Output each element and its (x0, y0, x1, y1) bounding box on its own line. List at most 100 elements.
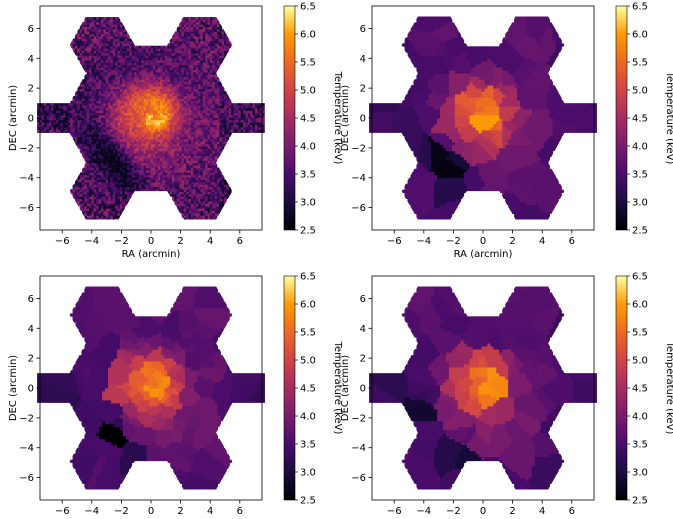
map-cells (369, 16, 597, 220)
colorbar-tick-label: 6.0 (300, 30, 316, 41)
y-tick-label: −2 (351, 413, 366, 424)
x-tick-label: 2 (177, 236, 183, 247)
y-tick-label: 6 (360, 294, 366, 305)
colorbar-tick-label: 4.5 (632, 384, 648, 395)
y-tick-label: 4 (360, 324, 366, 335)
x-tick-label: 6 (237, 236, 243, 247)
colorbar-tick-label: 4.5 (300, 384, 316, 395)
colorbar-tick-label: 5.5 (300, 58, 316, 69)
colorbar-tick-label: 6.5 (632, 2, 648, 13)
y-tick-label: 2 (28, 354, 34, 365)
colorbar-tick-label: 3.5 (632, 440, 648, 451)
colorbar-tick-label: 3.0 (632, 468, 648, 479)
colorbar-tick-label: 4.5 (632, 114, 648, 125)
y-tick-label: −2 (351, 143, 366, 154)
colorbar-tick-label: 2.5 (632, 496, 648, 507)
colorbar-tick-label: 6.5 (300, 2, 316, 13)
map-cells (369, 286, 597, 490)
colorbar-tick-label: 2.5 (300, 496, 316, 507)
y-tick-label: 2 (28, 84, 34, 95)
y-tick-label: −4 (19, 173, 34, 184)
x-tick-label: −6 (387, 236, 402, 247)
colorbar-label: Temperature (keV) (664, 341, 673, 435)
colorbar: 2.5 3.0 3.5 4.0 4.5 5.0 5.5 6.0 6.5 Temperature (… (615, 272, 673, 507)
x-tick-label: 6 (569, 236, 575, 247)
colorbar-tick-label: 4.0 (632, 412, 648, 423)
x-axis-label: RA (arcmin) (122, 249, 181, 260)
y-tick-label: 6 (28, 294, 34, 305)
colorbar-tick-label: 5.0 (632, 86, 648, 97)
x-tick-label: 2 (509, 236, 515, 247)
colorbar-tick-label: 2.5 (632, 226, 648, 237)
y-tick-label: −2 (19, 143, 34, 154)
colorbar-label: Temperature (keV) (332, 71, 343, 165)
colorbar-tick-label: 5.5 (300, 328, 316, 339)
colorbar-tick-label: 6.0 (632, 30, 648, 41)
y-axis-label: DEC (arcmin) (340, 355, 351, 421)
x-tick-label: 0 (148, 236, 154, 247)
y-tick-label: −6 (19, 473, 34, 484)
x-tick-label: 6 (237, 506, 243, 517)
x-axis-label: RA (arcmin) (454, 249, 513, 260)
y-tick-label: 0 (28, 114, 34, 125)
colorbar-label: Temperature (keV) (332, 341, 343, 435)
x-tick-label: 0 (480, 236, 486, 247)
y-tick-label: −4 (19, 443, 34, 454)
x-tick-label: 2 (509, 506, 515, 517)
y-tick-label: −6 (19, 203, 34, 214)
x-tick-label: −4 (84, 236, 99, 247)
x-tick-label: −2 (114, 236, 129, 247)
x-tick-label: 2 (177, 506, 183, 517)
colorbar: 2.5 3.0 3.5 4.0 4.5 5.0 5.5 6.0 6.5 Temperature (… (283, 2, 343, 237)
colorbar-tick-label: 6.5 (632, 272, 648, 283)
colorbar: 2.5 3.0 3.5 4.0 4.5 5.0 5.5 6.0 6.5 Temperature (… (615, 2, 673, 237)
y-tick-label: −6 (351, 473, 366, 484)
colorbar-tick-label: 4.0 (632, 142, 648, 153)
y-tick-label: 6 (360, 24, 366, 35)
colorbar-tick-label: 5.0 (632, 356, 648, 367)
colorbar-label: Temperature (keV) (664, 71, 673, 165)
x-tick-label: −6 (55, 506, 70, 517)
x-tick-label: 4 (539, 236, 545, 247)
colorbar-tick-label: 5.5 (632, 328, 648, 339)
y-axis-label: DEC (arcmin) (340, 85, 351, 151)
colorbar-tick-label: 2.5 (300, 226, 316, 237)
y-tick-label: 0 (360, 384, 366, 395)
y-tick-label: −2 (19, 413, 34, 424)
y-tick-label: 0 (28, 384, 34, 395)
y-tick-label: 2 (360, 84, 366, 95)
temperature-map-1: −6 −4 −2 0 2 4 6 −6 −4 −2 0 2 4 6 RA (arcmin) DEC (arcm… (8, 2, 343, 261)
x-tick-label: −2 (114, 506, 129, 517)
colorbar-tick-label: 5.5 (632, 58, 648, 69)
x-tick-label: −4 (416, 236, 431, 247)
x-tick-label: −6 (387, 506, 402, 517)
colorbar-tick-label: 6.0 (632, 300, 648, 311)
temperature-map-2: −6 −4 −2 0 2 4 6 −6 −4 −2 0 2 4 6 RA (arcmin) DEC (arcm… (340, 2, 673, 261)
map-cells (37, 286, 265, 490)
colorbar-tick-label: 5.0 (300, 356, 316, 367)
x-tick-label: −2 (446, 506, 461, 517)
y-tick-label: 2 (360, 354, 366, 365)
y-axis-label: DEC (arcmin) (8, 85, 19, 151)
y-tick-label: −4 (351, 173, 366, 184)
y-tick-label: 0 (360, 114, 366, 125)
x-tick-label: −4 (416, 506, 431, 517)
map-cells (37, 17, 265, 220)
x-tick-label: −4 (84, 506, 99, 517)
y-tick-label: 4 (360, 54, 366, 65)
x-tick-label: 4 (539, 506, 545, 517)
x-tick-label: 0 (480, 506, 486, 517)
colorbar-tick-label: 3.0 (300, 198, 316, 209)
y-tick-label: 4 (28, 324, 34, 335)
colorbar-tick-label: 5.0 (300, 86, 316, 97)
colorbar-tick-label: 3.0 (632, 198, 648, 209)
x-tick-label: 6 (569, 506, 575, 517)
colorbar-tick-label: 4.0 (300, 142, 316, 153)
colorbar-tick-label: 3.5 (300, 170, 316, 181)
colorbar-tick-label: 6.0 (300, 300, 316, 311)
x-tick-label: −2 (446, 236, 461, 247)
y-axis-label: DEC (arcmin) (8, 355, 19, 421)
